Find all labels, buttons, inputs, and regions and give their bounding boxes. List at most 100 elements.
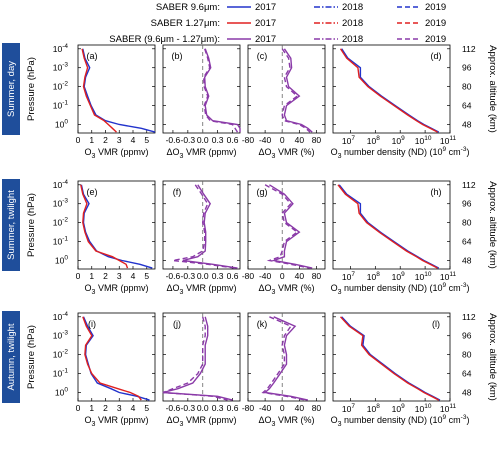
x-axis-title-rest: cm xyxy=(446,283,461,293)
x-axis-title-sup: 9 xyxy=(443,282,447,289)
x-tick-exponent: 9 xyxy=(401,271,405,278)
y-tick-label: 10-4 xyxy=(53,179,69,190)
x-axis-title-rest: VMR (ppmv) xyxy=(183,415,236,425)
panel-label: (l) xyxy=(432,319,440,329)
x-tick-label: 3 xyxy=(117,135,122,145)
x-tick-label: 0.6 xyxy=(227,135,239,145)
altitude-tick-label: 64 xyxy=(462,101,472,111)
y-axis-title: Pressure (hPa) xyxy=(26,57,37,121)
x-axis-title-rest: ) xyxy=(466,415,469,425)
x-tick-label: -0.3 xyxy=(181,271,196,281)
x-tick-exponent: 7 xyxy=(351,403,355,410)
x-tick-label: 0.0 xyxy=(197,403,209,413)
x-tick-label: 0.3 xyxy=(212,135,224,145)
x-axis-title: ΔO3 VMR (%) xyxy=(259,283,315,296)
x-tick-label: 2 xyxy=(103,135,108,145)
panel: -0.6 -0.3 0.0 0.3 0.6 (b) ΔO3 VMR (ppmv) xyxy=(162,44,241,160)
series-line xyxy=(338,184,440,269)
x-axis-title-rest: VMR (ppmv) xyxy=(183,147,236,157)
x-tick-label: 0.3 xyxy=(212,271,224,281)
x-tick-label: 5 xyxy=(144,403,149,413)
y-tick-label: 10-2 xyxy=(53,349,69,360)
x-tick-label: 107 xyxy=(342,271,355,282)
x-tick-label: 2 xyxy=(103,403,108,413)
panel-frame xyxy=(332,180,451,270)
series-line xyxy=(341,316,441,401)
panel: 0 1 2 3 4 5(e)O3 VMR (ppmv) xyxy=(76,180,156,296)
x-tick-label: 1 xyxy=(89,403,94,413)
x-tick-label: 1011 xyxy=(440,135,457,146)
panel: -0.6 -0.3 0.0 0.3 0.6 (f) ΔO3 VMR (ppmv) xyxy=(162,180,241,296)
x-tick-label: 107 xyxy=(342,135,355,146)
x-axis-title-sup: 9 xyxy=(443,146,447,153)
panel-frame xyxy=(77,44,156,134)
y-tick-label: 10-3 xyxy=(53,62,69,73)
legend-year: 2018 xyxy=(342,18,363,29)
series-line xyxy=(337,184,438,269)
y-tick-label: 100 xyxy=(55,254,68,265)
panel-label: (f) xyxy=(173,187,182,197)
x-tick-exponent: 10 xyxy=(424,403,432,410)
x-tick-label: 1011 xyxy=(440,403,457,414)
x-tick-exponent: 7 xyxy=(351,271,355,278)
x-tick-exponent: 11 xyxy=(449,403,456,410)
x-tick-label: 0.0 xyxy=(197,135,209,145)
x-tick-label: -80 xyxy=(242,271,255,281)
altitude-tick-label: 80 xyxy=(462,218,472,228)
x-tick-label: 0.0 xyxy=(197,271,209,281)
x-axis-title: ΔO3 VMR (ppmv) xyxy=(167,147,237,160)
x-tick-label: 1010 xyxy=(415,403,432,414)
x-tick-label: -0.6 xyxy=(166,403,181,413)
panel-frame xyxy=(332,44,451,134)
x-tick-label: 80 xyxy=(312,403,322,413)
series-line xyxy=(269,184,313,269)
x-tick-label: -0.6 xyxy=(166,135,181,145)
x-tick-exponent: 7 xyxy=(351,135,355,142)
x-axis-title-rest: VMR (%) xyxy=(275,283,314,293)
legend-row-label: SABER (9.6μm - 1.27μm): xyxy=(109,34,220,45)
legend-row-label: SABER 1.27μm: xyxy=(151,18,220,29)
x-tick-label: 1010 xyxy=(415,135,432,146)
x-tick-label: 108 xyxy=(367,403,380,414)
row-label-box xyxy=(2,311,20,403)
altitude-tick-label: 64 xyxy=(462,369,472,379)
altitude-tick-label: 48 xyxy=(462,119,472,129)
x-tick-label: 4 xyxy=(131,403,136,413)
x-tick-label: -40 xyxy=(259,403,272,413)
y-tick-label: 10-3 xyxy=(53,330,69,341)
y-tick-exponent: -3 xyxy=(62,198,68,205)
x-tick-label: 109 xyxy=(392,403,405,414)
y-axis-title: Pressure (hPa) xyxy=(26,325,37,389)
x-axis-title-sub: 3 xyxy=(338,421,342,428)
legend-year: 2017 xyxy=(255,18,276,29)
y-tick-exponent: 0 xyxy=(64,254,68,261)
series-line xyxy=(162,316,228,401)
x-tick-label: 4 xyxy=(131,271,136,281)
y-tick-exponent: -3 xyxy=(62,62,68,69)
x-axis-title-rest: VMR (ppmv) xyxy=(95,283,148,293)
x-tick-label: 108 xyxy=(367,271,380,282)
x-axis-title-sub: 3 xyxy=(338,289,342,296)
x-axis-title-sub: 3 xyxy=(92,289,96,296)
series-line xyxy=(162,316,233,401)
y-tick-label: 10-1 xyxy=(53,236,69,247)
altitude-tick-label: 80 xyxy=(462,82,472,92)
x-tick-exponent: 10 xyxy=(424,271,432,278)
y-tick-exponent: -1 xyxy=(62,100,68,107)
x-tick-label: 1 xyxy=(89,135,94,145)
x-axis-title: O3 number density (ND) (109 cm-3) xyxy=(331,146,470,160)
series-line xyxy=(203,48,241,133)
x-axis-title-sup: -3 xyxy=(461,414,467,421)
y-tick-label: 10-2 xyxy=(53,217,69,228)
series-line xyxy=(261,316,306,401)
legend-year: 2019 xyxy=(425,2,446,13)
panel-frame xyxy=(247,312,326,402)
y-tick-label: 10-2 xyxy=(53,81,69,92)
x-axis-title-sub: 3 xyxy=(338,153,342,160)
altitude-tick-label: 96 xyxy=(462,331,472,341)
x-tick-exponent: 9 xyxy=(401,135,405,142)
panel-label: (h) xyxy=(431,187,442,197)
x-tick-exponent: 9 xyxy=(401,403,405,410)
altitude-tick-label: 112 xyxy=(462,180,476,190)
panel-label: (d) xyxy=(431,51,442,61)
